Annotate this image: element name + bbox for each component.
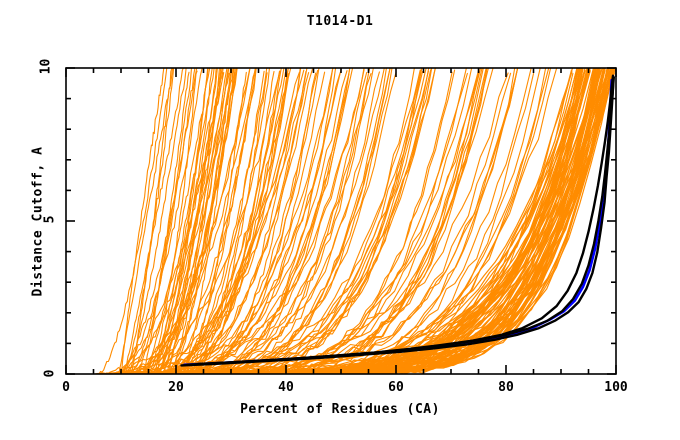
x-tick-label-0: 0 [62,380,70,395]
highlight-curves [180,74,615,367]
axis-frame [65,67,617,375]
x-tick-label-60: 60 [388,380,404,395]
x-tick-label-100: 100 [604,380,628,395]
x-axis-label: Percent of Residues (CA) [240,402,440,417]
page-title: T1014-D1 [306,14,374,29]
x-tick-label-20: 20 [168,380,184,395]
x-tick-label-80: 80 [498,380,514,395]
x-tick-label-40: 40 [278,380,294,395]
